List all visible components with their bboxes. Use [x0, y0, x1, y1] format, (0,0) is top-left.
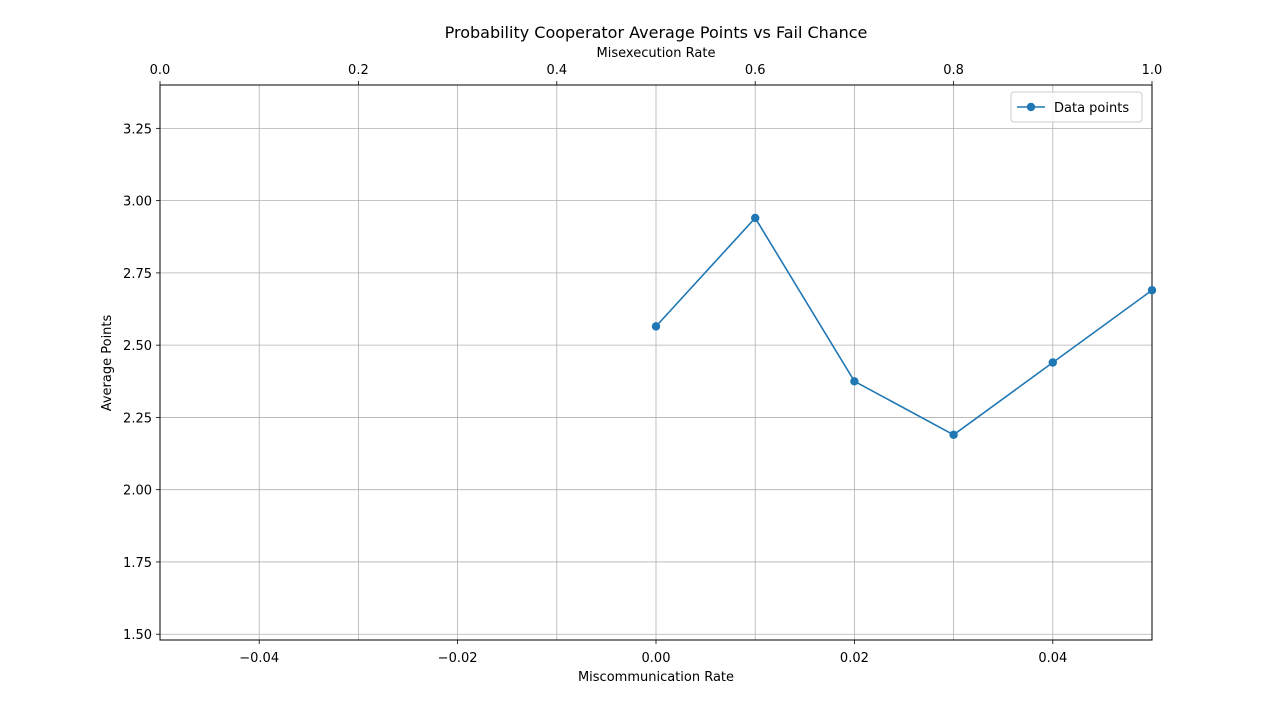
y-tick-label: 1.75 [123, 556, 152, 571]
x-tick-label: 0.02 [840, 651, 869, 666]
top-x-tick-label: 1.0 [1142, 63, 1163, 78]
data-point [1048, 358, 1058, 367]
top-x-tick-label: 0.0 [150, 63, 171, 78]
y-axis-title: Average Points [100, 314, 115, 411]
legend-label: Data points [1054, 101, 1129, 116]
y-tick-label: 2.75 [123, 267, 152, 282]
data-point [1147, 286, 1157, 295]
y-tick-label: 2.00 [123, 484, 152, 499]
data-point [850, 377, 859, 386]
y-tick-label: 3.25 [123, 122, 152, 137]
axes-layer: −0.04 −0.02 0.00 0.02 0.04 0.0 0.2 0.4 0.6 0.8 1.0… [123, 63, 1162, 666]
data-point [651, 322, 661, 331]
legend-box [1010, 91, 1143, 123]
legend-marker [1026, 102, 1036, 112]
x-tick-label: 0.00 [642, 651, 671, 666]
y-tick-label: 1.50 [123, 628, 152, 643]
top-x-tick-label: 0.2 [348, 63, 369, 78]
x-tick-label: 0.04 [1038, 651, 1067, 666]
y-tick-label: 2.50 [123, 339, 152, 354]
data-point [949, 430, 958, 439]
series-layer [651, 213, 1157, 439]
x-tick-label: −0.02 [438, 651, 478, 666]
data-point [751, 213, 760, 223]
top-x-tick-label: 0.6 [745, 63, 766, 78]
x-tick-label: −0.04 [239, 651, 279, 666]
top-x-tick-label: 0.4 [546, 63, 567, 78]
y-tick-label: 3.00 [123, 195, 152, 210]
chart-title: Probability Cooperator Average Points vs… [445, 23, 868, 42]
x-axis-title: Miscommunication Rate [578, 670, 734, 685]
top-x-tick-label: 0.8 [943, 63, 964, 78]
series-line [655, 216, 1153, 436]
top-x-axis-title: Misexecution Rate [597, 46, 716, 61]
y-tick-label: 2.25 [123, 411, 152, 426]
legend: Data points [1010, 91, 1143, 123]
